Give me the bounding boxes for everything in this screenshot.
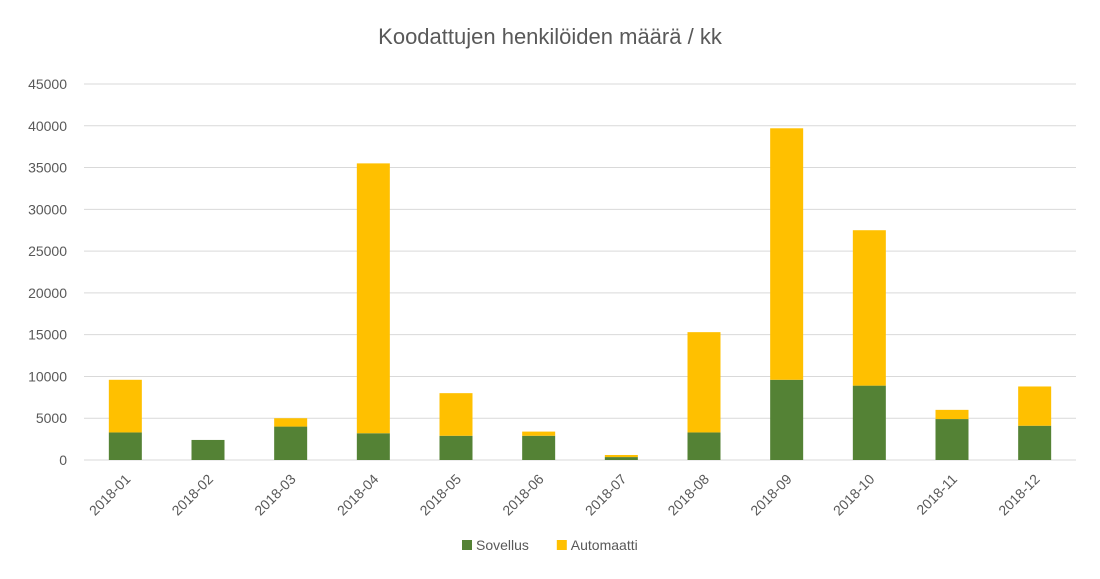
y-tick-label: 45000 (28, 76, 67, 92)
bar-automaatti-2018-03 (274, 418, 308, 427)
bar-sovellus-2018-05 (439, 435, 473, 460)
bar-automaatti-2018-05 (439, 393, 473, 436)
x-tick-label: 2018-07 (582, 471, 630, 519)
y-axis: 0 5000 10000 15000 20000 25000 30000 35000 40000… (28, 76, 67, 468)
x-tick-label: 2018-11 (913, 471, 960, 518)
bar-automaatti-2018-09 (770, 128, 804, 380)
bars (108, 128, 1052, 460)
bar-automaatti-2018-12 (1018, 386, 1052, 426)
x-tick-label: 2018-02 (168, 471, 216, 519)
y-tick-label: 40000 (28, 118, 67, 134)
bar-sovellus-2018-04 (356, 433, 390, 460)
y-tick-label: 35000 (28, 160, 67, 176)
x-tick-label: 2018-12 (995, 471, 1043, 519)
bar-sovellus-2018-12 (1018, 425, 1052, 460)
x-tick-label: 2018-03 (251, 471, 299, 519)
bar-sovellus-2018-10 (852, 385, 886, 460)
y-tick-label: 0 (59, 452, 67, 468)
x-tick-label: 2018-01 (86, 471, 134, 519)
bar-sovellus-2018-09 (770, 379, 804, 460)
x-tick-label: 2018-10 (830, 471, 878, 519)
x-tick-label: 2018-05 (416, 471, 464, 519)
grid (84, 83, 1076, 461)
bar-sovellus-2018-07 (604, 457, 638, 460)
x-axis: 2018-01 2018-02 2018-03 2018-04 2018-05 2018-… (86, 471, 1043, 519)
bar-automaatti-2018-10 (852, 230, 886, 386)
bar-sovellus-2018-02 (191, 439, 225, 460)
x-tick-label: 2018-08 (664, 471, 712, 519)
x-tick-label: 2018-09 (747, 471, 795, 519)
legend-swatch-sovellus (462, 540, 472, 550)
bar-automaatti-2018-01 (108, 379, 142, 433)
chart-title: Koodattujen henkilöiden määrä / kk (378, 24, 723, 49)
x-tick-label: 2018-04 (334, 471, 382, 519)
y-tick-label: 10000 (28, 368, 67, 384)
y-tick-label: 30000 (28, 201, 67, 217)
bar-automaatti-2018-11 (935, 409, 969, 420)
legend-label-sovellus: Sovellus (476, 537, 529, 553)
legend-swatch-automaatti (556, 540, 567, 550)
bar-automaatti-2018-07 (604, 454, 638, 458)
bar-sovellus-2018-06 (522, 435, 556, 460)
bar-automaatti-2018-04 (356, 163, 390, 434)
y-tick-label: 20000 (28, 285, 67, 301)
y-tick-label: 15000 (28, 327, 67, 343)
bar-sovellus-2018-11 (935, 419, 969, 460)
legend: Sovellus Automaatti (462, 537, 638, 553)
y-tick-label: 5000 (36, 410, 67, 426)
bar-automaatti-2018-06 (522, 431, 556, 436)
bar-sovellus-2018-03 (274, 426, 308, 460)
x-tick-label: 2018-06 (499, 471, 547, 519)
y-tick-label: 25000 (28, 243, 67, 259)
legend-label-automaatti: Automaatti (571, 537, 638, 553)
bar-automaatti-2018-08 (687, 332, 721, 433)
bar-sovellus-2018-01 (108, 432, 142, 460)
bar-sovellus-2018-08 (687, 432, 721, 460)
